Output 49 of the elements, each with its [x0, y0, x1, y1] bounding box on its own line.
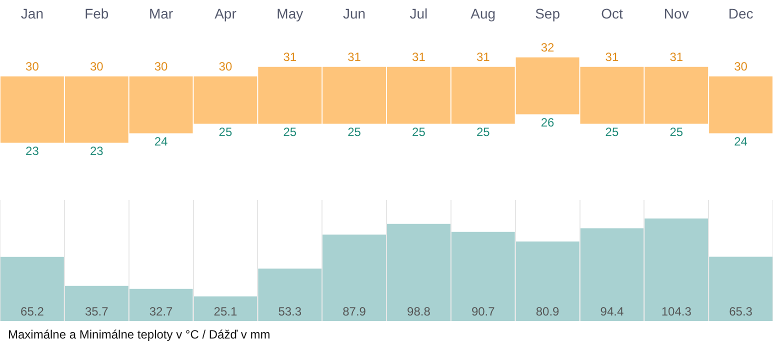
data-label: 25 [412, 125, 426, 140]
total-label: 32 [540, 40, 555, 55]
x-tick-label: Aug [470, 5, 496, 22]
total-label: 30 [90, 60, 104, 74]
data-label: 25 [348, 125, 362, 140]
data-label: 98.8 [407, 304, 431, 318]
x-tick-label: Jan [20, 5, 44, 22]
data-label: 23 [26, 144, 40, 158]
x-tick-label: Sep [535, 5, 560, 22]
x-tick-label: Jul [410, 5, 428, 22]
data-label: 90.7 [471, 304, 496, 318]
x-tick-label: May [276, 5, 304, 22]
data-label: 24 [734, 134, 748, 149]
data-label: 32.7 [149, 304, 174, 318]
total-label: 30 [26, 60, 40, 74]
total-label: 31 [283, 50, 297, 64]
data-label: 65.3 [729, 304, 753, 318]
data-label: 23 [90, 144, 104, 158]
x-tick-label: Oct [601, 5, 623, 22]
total-label: 30 [218, 60, 232, 74]
data-label: 80.9 [536, 304, 560, 318]
data-label: 35.7 [84, 304, 109, 318]
total-label: 31 [605, 50, 619, 64]
total-label: 30 [734, 60, 748, 74]
data-label: 25 [218, 125, 232, 140]
x-tick-label: Jun [343, 5, 366, 22]
annotation: Maximálne a Minimálne teploty v °C / Dážď v mm [8, 327, 270, 342]
data-label: 53.3 [278, 304, 302, 318]
total-label: 31 [476, 50, 490, 64]
total-label: 31 [412, 50, 426, 64]
data-label: 94.4 [600, 304, 624, 318]
data-label: 24 [154, 134, 168, 149]
x-tick-label: Feb [84, 5, 109, 22]
data-label: 104.3 [661, 304, 692, 318]
data-label: 87.9 [342, 304, 366, 318]
data-label: 26 [540, 116, 555, 130]
data-label: 25 [670, 125, 684, 140]
total-label: 31 [348, 50, 362, 64]
total-label: 31 [670, 50, 684, 64]
x-tick-label: Apr [214, 5, 237, 22]
data-label: 25 [605, 125, 619, 140]
data-label: 25 [476, 125, 490, 140]
x-tick-label: Dec [728, 5, 754, 22]
data-label: 25.1 [214, 304, 238, 318]
data-label: 25 [283, 125, 297, 140]
x-tick-label: Mar [148, 5, 174, 22]
total-label: 30 [154, 60, 168, 74]
data-label: 65.2 [20, 304, 44, 318]
x-tick-label: Nov [664, 5, 689, 22]
